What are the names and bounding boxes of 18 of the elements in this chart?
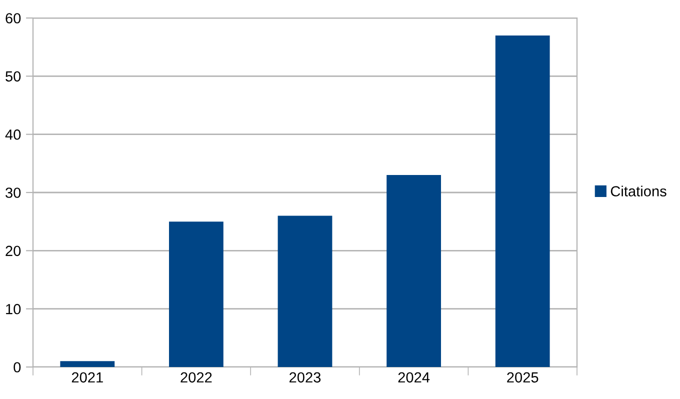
legend-label: Citations: [610, 186, 666, 196]
bar: [169, 222, 224, 367]
x-tick-label: 2023: [290, 372, 321, 383]
bar: [60, 361, 115, 367]
x-tick-label: 2021: [72, 372, 103, 383]
y-tick-label: 30: [6, 188, 21, 198]
bar: [278, 216, 332, 367]
x-tick-label: 2024: [398, 372, 430, 383]
y-tick-label: 10: [6, 304, 21, 314]
y-tick-label: 40: [5, 129, 21, 140]
y-tick-label: 0: [14, 362, 21, 372]
bar: [386, 175, 441, 367]
y-tick-label: 60: [6, 13, 21, 24]
bar: [495, 35, 550, 367]
y-tick-label: 50: [6, 71, 21, 82]
x-tick-label: 2025: [507, 372, 538, 383]
y-tick-label: 20: [6, 246, 21, 256]
x-tick-label: 2022: [180, 372, 212, 383]
